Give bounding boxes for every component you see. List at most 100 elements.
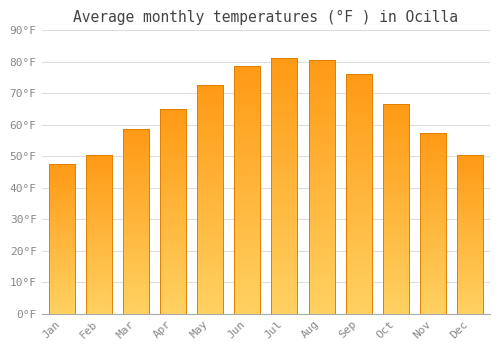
Bar	[346, 136, 372, 139]
Bar	[86, 223, 112, 225]
Bar	[272, 84, 297, 86]
Bar	[420, 147, 446, 149]
Bar	[49, 267, 75, 269]
Bar	[160, 187, 186, 189]
Bar	[457, 188, 483, 190]
Bar	[234, 123, 260, 126]
Bar	[198, 232, 224, 234]
Bar	[346, 184, 372, 187]
Bar	[457, 288, 483, 290]
Bar	[198, 252, 224, 254]
Bar	[123, 260, 149, 262]
Bar	[457, 282, 483, 284]
Bar	[86, 187, 112, 188]
Bar	[382, 276, 408, 278]
Bar	[234, 175, 260, 178]
Bar	[86, 311, 112, 313]
Bar	[123, 290, 149, 292]
Bar	[382, 113, 408, 115]
Bar	[420, 223, 446, 225]
Bar	[382, 174, 408, 176]
Bar	[198, 278, 224, 280]
Bar	[308, 96, 334, 98]
Bar	[49, 307, 75, 308]
Bar	[272, 258, 297, 260]
Bar	[457, 308, 483, 309]
Bar	[346, 245, 372, 247]
Bar	[160, 191, 186, 193]
Bar	[346, 110, 372, 113]
Bar	[308, 116, 334, 118]
Bar	[420, 169, 446, 171]
Bar	[308, 63, 334, 65]
Bar	[86, 204, 112, 206]
Bar	[308, 177, 334, 180]
Bar	[308, 276, 334, 279]
Bar	[123, 214, 149, 216]
Bar	[123, 308, 149, 310]
Bar	[457, 163, 483, 164]
Bar	[308, 152, 334, 154]
Bar	[86, 271, 112, 273]
Bar	[160, 156, 186, 158]
Bar	[123, 196, 149, 198]
Bar	[346, 86, 372, 89]
Bar	[198, 275, 224, 278]
Bar	[123, 194, 149, 196]
Bar	[49, 260, 75, 261]
Bar	[160, 170, 186, 173]
Bar	[272, 204, 297, 207]
Bar	[346, 295, 372, 297]
Bar	[308, 190, 334, 192]
Bar	[123, 203, 149, 205]
Bar	[457, 218, 483, 220]
Bar	[234, 250, 260, 252]
Bar	[160, 279, 186, 281]
Bar	[160, 294, 186, 295]
Bar	[123, 231, 149, 233]
Bar	[160, 154, 186, 156]
Bar	[86, 230, 112, 231]
Bar	[123, 225, 149, 227]
Bar	[382, 142, 408, 144]
Bar	[308, 245, 334, 248]
Bar	[234, 128, 260, 131]
Bar	[272, 291, 297, 294]
Bar	[86, 174, 112, 175]
Bar	[346, 288, 372, 290]
Bar	[382, 176, 408, 178]
Bar	[234, 279, 260, 282]
Bar	[308, 294, 334, 296]
Bar	[86, 226, 112, 228]
Bar	[382, 280, 408, 282]
Bar	[457, 292, 483, 293]
Bar	[382, 285, 408, 287]
Bar	[86, 201, 112, 203]
Bar	[86, 195, 112, 196]
Bar	[86, 218, 112, 220]
Bar	[123, 212, 149, 214]
Bar	[234, 282, 260, 284]
Bar	[123, 257, 149, 259]
Bar	[234, 81, 260, 84]
Bar	[457, 156, 483, 158]
Bar	[346, 115, 372, 117]
Bar	[346, 225, 372, 228]
Bar	[198, 216, 224, 218]
Bar	[382, 251, 408, 253]
Bar	[234, 297, 260, 299]
Bar	[457, 223, 483, 225]
Bar	[308, 68, 334, 70]
Bar	[272, 247, 297, 250]
Bar	[420, 249, 446, 251]
Bar	[198, 104, 224, 106]
Bar	[272, 296, 297, 299]
Bar	[198, 124, 224, 126]
Bar	[86, 234, 112, 236]
Bar	[123, 247, 149, 250]
Bar	[234, 284, 260, 287]
Bar	[346, 218, 372, 220]
Bar	[86, 225, 112, 226]
Bar	[346, 216, 372, 218]
Bar	[234, 96, 260, 99]
